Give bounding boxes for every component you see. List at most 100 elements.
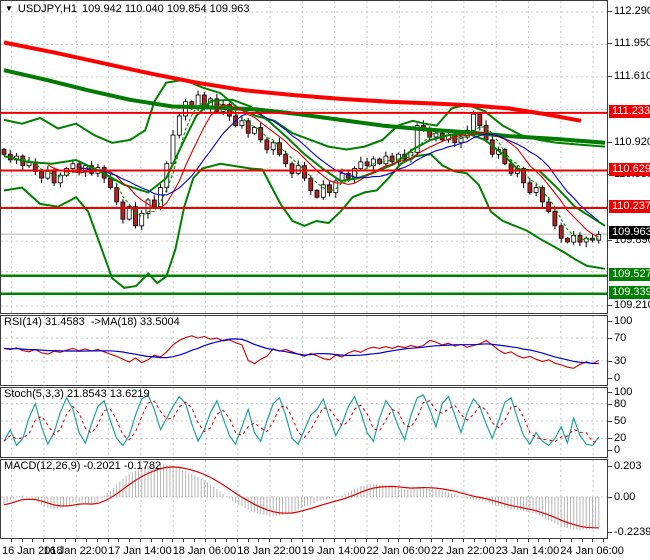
macd-axis-label: -0.2239 bbox=[614, 525, 650, 538]
candle-body bbox=[477, 113, 483, 126]
price-badge-level: 110.237 bbox=[609, 199, 650, 213]
price-badge-level: 109.527 bbox=[609, 267, 650, 281]
macd-canvas[interactable] bbox=[1, 460, 607, 538]
stoch-label: Stoch(5,3,3) 21.8543 13.6219 bbox=[4, 388, 150, 400]
time-axis-tick bbox=[258, 539, 260, 542]
price-axis-label: 112.290 bbox=[614, 5, 650, 17]
time-axis-tick bbox=[139, 539, 141, 542]
time-axis-tick bbox=[398, 539, 400, 542]
price-badge-level: 111.233 bbox=[609, 104, 650, 118]
time-axis-tick bbox=[226, 539, 228, 542]
rsi-axis-label: 100 bbox=[614, 315, 633, 327]
stoch-canvas[interactable] bbox=[1, 388, 607, 457]
time-axis-tick bbox=[129, 539, 131, 542]
axis-tick bbox=[608, 11, 612, 12]
price-badge-level: 109.339 bbox=[609, 285, 650, 299]
stoch-d-line bbox=[3, 400, 599, 443]
candle-body bbox=[308, 177, 314, 191]
time-label: 16 Jan 2018 bbox=[2, 545, 63, 557]
chart-symbol-label: USDJPY,H1 bbox=[17, 3, 78, 15]
candle-body bbox=[264, 139, 270, 150]
time-label: 17 Jan 14:00 bbox=[108, 545, 172, 557]
time-label: 18 Jan 22:00 bbox=[237, 545, 301, 557]
candle-body bbox=[471, 113, 476, 131]
price-axis-label: 111.950 bbox=[614, 37, 650, 50]
band-lower bbox=[3, 153, 606, 289]
time-axis-tick bbox=[215, 539, 217, 542]
time-axis-tick bbox=[344, 539, 346, 542]
candle-body bbox=[565, 237, 570, 243]
time-axis-tick bbox=[420, 539, 421, 542]
candle-body bbox=[583, 237, 589, 243]
axis-tick bbox=[608, 378, 612, 379]
time-axis-tick bbox=[193, 539, 195, 542]
axis-tick bbox=[608, 43, 612, 45]
candle-body bbox=[57, 174, 63, 184]
candle-body bbox=[458, 136, 464, 144]
candle-body bbox=[245, 120, 251, 134]
time-label: 22 Jan 22:00 bbox=[431, 545, 495, 557]
time-axis-tick bbox=[473, 539, 475, 542]
time-label: 18 Jan 06:00 bbox=[172, 545, 237, 557]
candle-body bbox=[546, 201, 552, 212]
axis-tick bbox=[608, 497, 612, 498]
time-axis-tick bbox=[366, 539, 368, 542]
price-axis[interactable]: 112.290111.950111.610110.920110.580109.8… bbox=[608, 0, 650, 539]
time-axis-tick bbox=[204, 539, 206, 542]
rsi-ma-line bbox=[3, 338, 599, 365]
axis-tick bbox=[608, 392, 612, 393]
candle-body bbox=[51, 170, 57, 184]
time-axis-tick bbox=[75, 539, 77, 542]
time-axis-tick bbox=[549, 539, 551, 542]
time-axis-tick bbox=[118, 539, 120, 542]
candle-body bbox=[327, 184, 332, 193]
time-axis[interactable]: 16 Jan 2018 16 Jan 22:00 17 Jan 14:00 18 Ja… bbox=[0, 539, 650, 560]
time-axis-tick bbox=[10, 539, 12, 542]
macd-panel bbox=[0, 459, 608, 539]
macd-axis-label: 0.203 bbox=[614, 459, 642, 472]
time-label: 19 Jan 14:00 bbox=[301, 545, 366, 557]
time-axis-tick bbox=[560, 539, 561, 542]
ma-fast-green bbox=[22, 101, 599, 240]
main-chart-canvas[interactable] bbox=[1, 1, 607, 313]
price-axis-label: 110.920 bbox=[614, 135, 650, 148]
candle-body bbox=[289, 163, 295, 174]
time-axis-tick bbox=[506, 539, 508, 542]
time-axis-tick bbox=[387, 539, 389, 542]
ma-mid-red bbox=[47, 104, 599, 238]
axis-tick bbox=[608, 338, 612, 340]
band-middle bbox=[3, 98, 606, 227]
time-axis-tick bbox=[107, 539, 109, 542]
axis-tick bbox=[608, 403, 612, 405]
candle-body bbox=[239, 120, 245, 127]
candle-body bbox=[320, 184, 326, 198]
time-axis-tick bbox=[592, 539, 594, 542]
candle-body bbox=[214, 98, 220, 112]
candle-body bbox=[533, 187, 539, 193]
time-axis-tick bbox=[463, 539, 464, 542]
candle-body bbox=[596, 233, 602, 241]
time-label: 23 Jan 14:00 bbox=[495, 545, 560, 557]
rsi-line bbox=[3, 335, 599, 369]
candle-body bbox=[114, 187, 120, 203]
axis-tick bbox=[608, 465, 612, 467]
axis-tick bbox=[608, 531, 612, 533]
stoch-axis-label: 20 bbox=[614, 432, 627, 445]
time-axis-tick bbox=[172, 539, 174, 542]
rsi-canvas[interactable] bbox=[1, 316, 607, 385]
candle-body bbox=[540, 187, 545, 203]
candle-body bbox=[433, 132, 439, 138]
time-axis-tick bbox=[527, 539, 529, 542]
stoch-axis-label: 80 bbox=[614, 397, 627, 410]
time-axis-tick bbox=[570, 539, 572, 542]
time-axis-tick bbox=[183, 539, 184, 542]
candle-body bbox=[377, 158, 383, 165]
price-badge-level: 110.629 bbox=[609, 162, 650, 176]
axis-tick bbox=[608, 450, 612, 451]
candle-body bbox=[270, 142, 276, 150]
symbol-dropdown-icon[interactable]: ▼ bbox=[5, 4, 13, 13]
time-axis-tick bbox=[43, 539, 44, 542]
axis-tick bbox=[608, 438, 612, 440]
time-axis-tick bbox=[376, 539, 378, 542]
candle-body bbox=[314, 190, 320, 198]
